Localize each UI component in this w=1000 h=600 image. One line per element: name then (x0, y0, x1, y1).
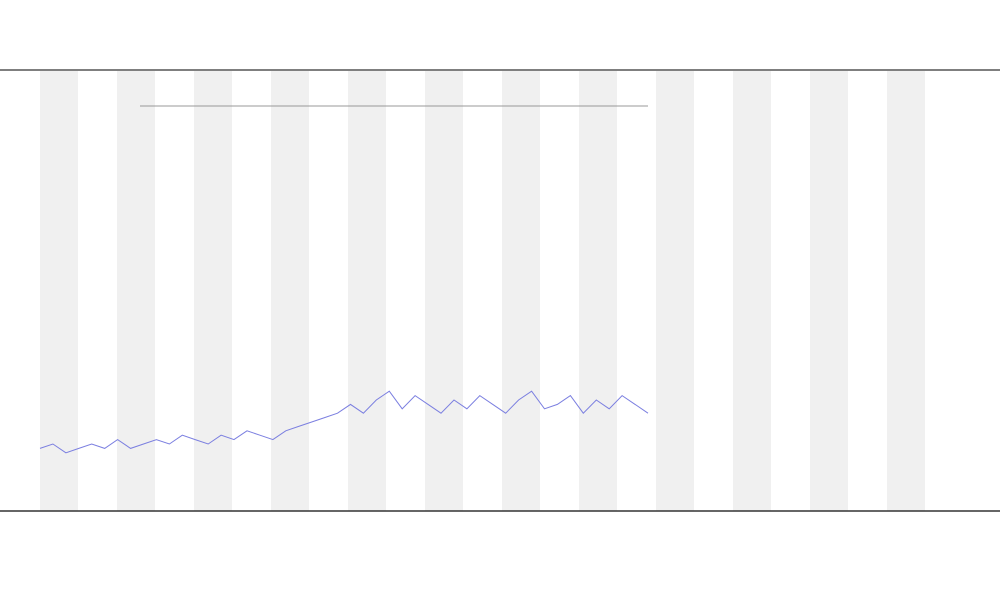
series-line (39, 390, 649, 454)
band (733, 71, 771, 511)
band (656, 71, 694, 511)
band (425, 71, 463, 511)
band (887, 71, 925, 511)
band (348, 71, 386, 511)
band (810, 71, 848, 511)
background-bands (40, 71, 925, 511)
band (579, 71, 617, 511)
band (40, 71, 78, 511)
band (502, 71, 540, 511)
band (194, 71, 232, 511)
band (117, 71, 155, 511)
band (271, 71, 309, 511)
